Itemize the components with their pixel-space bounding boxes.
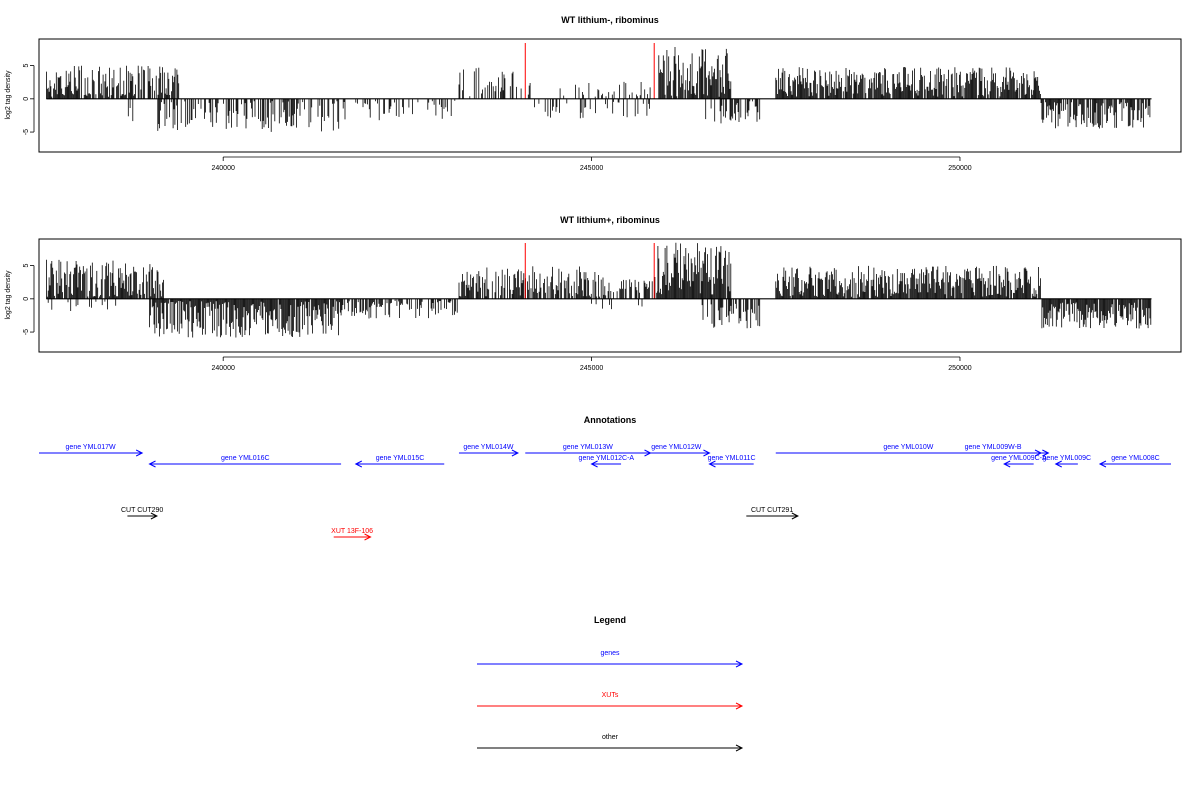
annotation-label: CUT CUT290 [121, 507, 163, 514]
y-axis: 5 0 -5 [23, 264, 35, 335]
annotation-feature: gene YML009C [1043, 455, 1092, 468]
annotation-feature: gene YML009C-A [991, 455, 1047, 468]
annotation-label: gene YML009C [1043, 455, 1092, 462]
marker-lines [524, 43, 655, 99]
x-axis: 240000 245000 250000 [212, 356, 972, 372]
annotation-feature: gene YML014W [458, 444, 520, 457]
annotation-feature: CUT CUT290 [121, 507, 163, 520]
x-tick-label: 250000 [948, 165, 971, 172]
annotation-label: gene YML013W [563, 444, 613, 451]
annotation-label: CUT CUT291 [751, 507, 793, 514]
annotation-label: gene YML008C [1111, 455, 1160, 462]
annotation-feature: gene YML017W [39, 444, 144, 457]
annotation-label: gene YML012W [651, 444, 701, 451]
y-axis-label: log2 tag density [5, 270, 12, 320]
plot-frame [38, 38, 1182, 153]
bar-series [46, 242, 1152, 338]
annotation-label: gene YML014W [463, 444, 513, 451]
annotation-label: gene YML016C [221, 455, 270, 462]
annotation-label: gene YML012C-A [579, 455, 635, 462]
panel-lithium-plus: WT lithium+, ribominus log2 tag density … [5, 215, 1182, 372]
annotation-feature: gene YML008C [1098, 455, 1171, 468]
y-axis: 5 0 -5 [23, 64, 35, 135]
annotations-title: Annotations [584, 415, 637, 425]
annotation-label: gene YML010W [883, 444, 933, 451]
y-tick-label: 5 [23, 64, 30, 68]
annotation-feature: gene YML011C [708, 455, 756, 468]
y-tick-label: 0 [23, 297, 30, 301]
annotation-feature: gene YML016C [148, 455, 342, 468]
annotation-label: gene YML009W-B [965, 444, 1022, 451]
legend-title: Legend [594, 615, 626, 625]
panel-lithium-minus: WT lithium-, ribominus log2 tag density … [5, 15, 1182, 172]
x-tick-label: 245000 [580, 165, 603, 172]
legend-item-XUTs: XUTs [477, 692, 744, 710]
annotation-feature: XUT 13F-106 [331, 528, 373, 541]
annotation-feature: gene YML012W [643, 444, 711, 457]
annotation-label: gene YML017W [66, 444, 116, 451]
y-tick-label: -5 [23, 129, 30, 135]
annotation-feature: CUT CUT291 [746, 507, 799, 520]
legend-item-other: other [477, 734, 744, 752]
y-axis-label: log2 tag density [5, 70, 12, 120]
annotation-features: gene YML017W gene YML016C gene YML015C gene… [39, 444, 1171, 541]
bar-series [46, 47, 1151, 132]
annotation-label: gene YML015C [376, 455, 425, 462]
annotation-feature: gene YML015C [354, 455, 445, 468]
legend-label: genes [600, 650, 620, 657]
panel-title: WT lithium+, ribominus [560, 215, 660, 225]
annotation-feature: gene YML012C-A [579, 455, 635, 468]
annotation-label: XUT 13F-106 [331, 528, 373, 535]
legend-label: other [602, 734, 619, 741]
marker-lines [524, 243, 655, 299]
annotation-feature: gene YML009W-B [937, 444, 1050, 457]
y-tick-label: 5 [23, 264, 30, 268]
annotation-label: gene YML009C-A [991, 455, 1047, 462]
legend: Legend genes XUTs other [477, 615, 744, 752]
panel-title: WT lithium-, ribominus [561, 15, 659, 25]
plot-frame [38, 238, 1182, 353]
annotation-label: gene YML011C [708, 455, 756, 462]
x-tick-label: 240000 [212, 365, 235, 372]
x-axis: 240000 245000 250000 [212, 156, 972, 172]
legend-label: XUTs [602, 692, 619, 699]
legend-items: genes XUTs other [477, 650, 744, 752]
y-tick-label: -5 [23, 329, 30, 335]
legend-item-genes: genes [477, 650, 744, 668]
x-tick-label: 240000 [212, 165, 235, 172]
x-tick-label: 250000 [948, 365, 971, 372]
x-tick-label: 245000 [580, 365, 603, 372]
y-tick-label: 0 [23, 97, 30, 101]
